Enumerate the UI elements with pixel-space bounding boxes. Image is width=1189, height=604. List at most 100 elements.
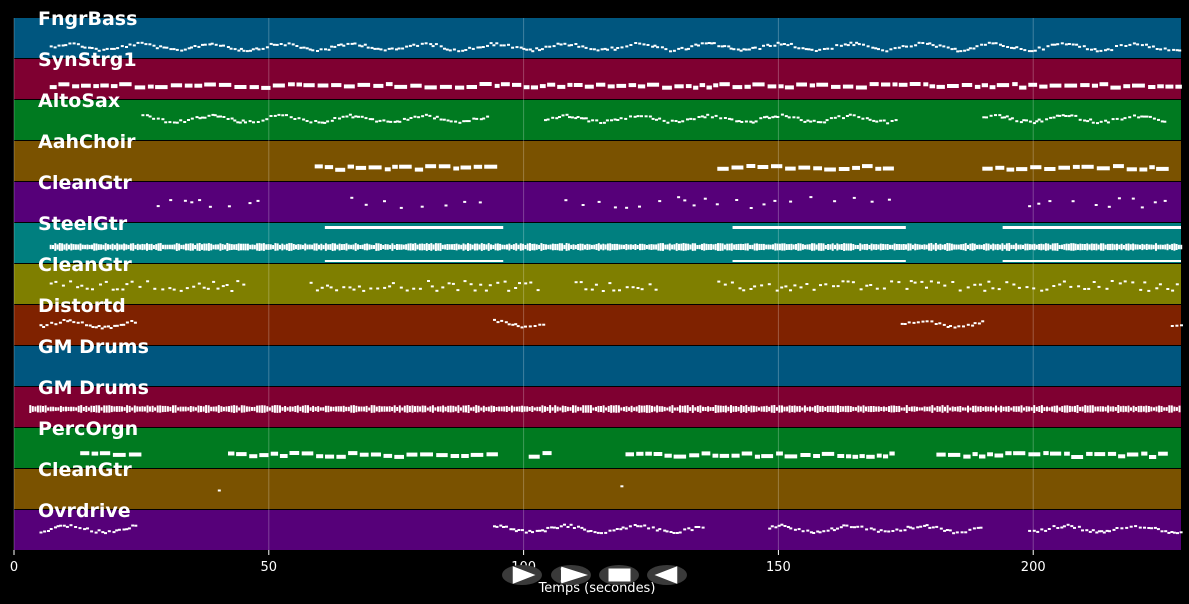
play-button[interactable] — [502, 565, 542, 585]
note-mark — [211, 113, 215, 116]
note-mark — [923, 244, 926, 250]
note-mark — [1078, 118, 1082, 121]
tracks-group — [14, 18, 1183, 550]
note-mark — [542, 244, 545, 250]
note-mark — [301, 451, 314, 456]
note-mark — [629, 244, 632, 250]
note-mark — [747, 48, 751, 51]
note-mark — [694, 526, 698, 528]
note-mark — [762, 44, 765, 47]
note-mark — [842, 117, 845, 120]
note-mark — [994, 42, 998, 45]
note-mark — [928, 526, 932, 529]
note-mark — [744, 120, 748, 123]
note-mark — [703, 116, 707, 119]
note-mark — [364, 117, 368, 120]
note-mark — [1143, 244, 1146, 250]
track-notes — [49, 280, 1179, 292]
note-mark — [398, 120, 402, 123]
note-mark — [208, 205, 212, 208]
note-mark — [1091, 529, 1095, 532]
note-mark — [793, 284, 797, 287]
note-mark — [1149, 165, 1155, 170]
note-mark — [460, 165, 472, 170]
note-mark — [99, 283, 102, 286]
note-mark — [1025, 119, 1028, 122]
note-mark — [979, 406, 982, 412]
note-mark — [230, 405, 233, 413]
note-mark — [798, 165, 811, 170]
note-mark — [836, 527, 839, 530]
note-mark — [813, 243, 816, 251]
note-mark — [1109, 243, 1112, 251]
stop-button[interactable] — [599, 565, 639, 585]
note-mark — [243, 405, 246, 413]
note-mark — [847, 243, 850, 251]
note-mark — [1086, 451, 1093, 456]
note-mark — [1090, 48, 1093, 51]
note-mark — [773, 44, 777, 47]
note-mark — [205, 405, 208, 413]
note-mark — [141, 406, 144, 412]
note-mark — [49, 282, 53, 285]
note-mark — [113, 324, 117, 327]
note-mark — [76, 321, 80, 324]
note-mark — [161, 288, 165, 291]
note-mark — [811, 407, 814, 411]
note-mark — [901, 45, 905, 48]
note-mark — [455, 85, 465, 90]
note-mark — [388, 406, 391, 412]
note-mark — [1153, 407, 1155, 411]
note-mark — [95, 243, 98, 251]
fast-forward-button[interactable] — [551, 565, 591, 585]
note-mark — [634, 42, 638, 44]
note-mark — [749, 244, 752, 250]
note-mark — [134, 524, 138, 527]
note-mark — [548, 45, 552, 48]
note-mark — [1019, 48, 1023, 50]
note-mark — [790, 243, 793, 251]
note-mark — [146, 280, 150, 283]
note-mark — [801, 407, 804, 411]
note-mark — [261, 405, 264, 413]
note-mark — [935, 525, 939, 528]
note-mark — [569, 407, 572, 411]
fast-forward-icon — [560, 566, 588, 584]
note-mark — [823, 121, 827, 124]
note-mark — [58, 321, 62, 324]
note-mark — [681, 405, 684, 413]
note-mark — [584, 405, 587, 413]
note-mark — [1041, 48, 1045, 51]
note-mark — [99, 451, 111, 456]
note-mark — [242, 243, 245, 251]
note-mark — [717, 45, 721, 48]
note-mark — [638, 42, 642, 45]
note-mark — [1147, 527, 1151, 529]
note-mark — [597, 200, 601, 203]
note-mark — [785, 166, 796, 171]
note-mark — [826, 47, 830, 50]
note-mark — [826, 405, 829, 413]
note-mark — [866, 45, 870, 48]
track-notes — [39, 318, 1183, 330]
note-mark — [809, 531, 813, 534]
note-mark — [470, 407, 473, 411]
track-notes — [29, 405, 1181, 413]
note-mark — [1163, 407, 1166, 411]
note-mark — [373, 245, 375, 249]
note-mark — [164, 244, 167, 250]
note-mark — [100, 327, 104, 330]
note-mark — [514, 323, 518, 326]
rewind-button[interactable] — [647, 565, 687, 585]
note-mark — [662, 85, 672, 90]
note-mark — [373, 405, 376, 413]
note-mark — [212, 406, 215, 412]
note-mark — [999, 43, 1002, 46]
note-mark — [482, 117, 486, 120]
note-mark — [941, 405, 944, 413]
note-mark — [660, 46, 664, 49]
note-mark — [241, 119, 245, 122]
note-mark — [1125, 526, 1129, 529]
note-mark — [325, 454, 335, 459]
note-mark — [959, 50, 963, 53]
